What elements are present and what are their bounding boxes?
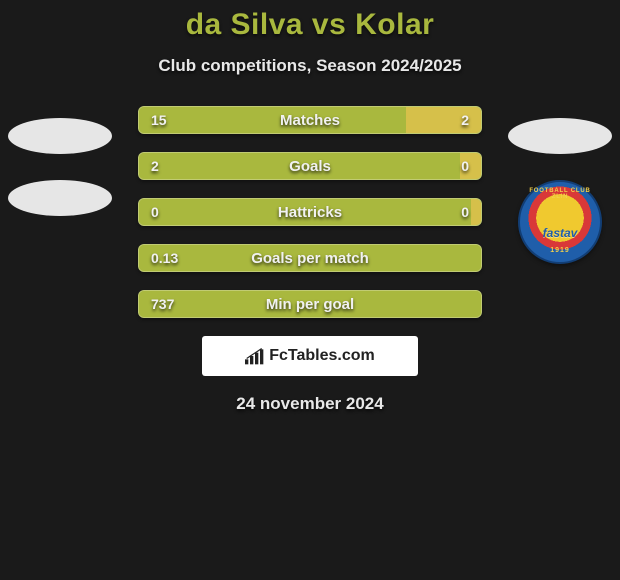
stat-bar-row: Hattricks00: [138, 198, 482, 226]
stat-bar-row: Matches152: [138, 106, 482, 134]
player-right-column: FOOTBALL CLUB ZLIN fastav 1919: [508, 118, 612, 264]
stat-bar-right-value: 2: [461, 107, 469, 133]
player-left-club-badge: [8, 180, 112, 216]
player-left-avatar: [8, 118, 112, 154]
stat-bar-right-value: 0: [461, 153, 469, 179]
zlin-script: fastav: [543, 226, 578, 240]
attribution-box: FcTables.com: [202, 336, 418, 376]
zlin-arc-text: FOOTBALL CLUB ZLIN: [520, 188, 600, 200]
snapshot-date: 24 november 2024: [0, 394, 620, 414]
page-subtitle: Club competitions, Season 2024/2025: [0, 56, 620, 76]
zlin-badge: FOOTBALL CLUB ZLIN fastav 1919: [518, 180, 602, 264]
stat-bar-row: Goals per match0.13: [138, 244, 482, 272]
stat-bar-left-value: 0.13: [151, 245, 178, 271]
stat-bar-row: Goals20: [138, 152, 482, 180]
stat-bar-left-value: 2: [151, 153, 159, 179]
stat-bar-left-value: 737: [151, 291, 174, 317]
comparison-card: da Silva vs Kolar Club competitions, Sea…: [0, 0, 620, 414]
stat-bar-row: Min per goal737: [138, 290, 482, 318]
stat-bar-left-fill: [139, 291, 481, 317]
stat-bar-left-value: 0: [151, 199, 159, 225]
stat-bar-right-fill: [471, 199, 481, 225]
stat-bar-right-fill: [406, 107, 481, 133]
stat-bar-right-value: 0: [461, 199, 469, 225]
zlin-year: 1919: [550, 247, 570, 254]
stat-bar-left-fill: [139, 199, 471, 225]
fctables-icon: [245, 347, 265, 365]
stat-bar-left-fill: [139, 153, 460, 179]
player-left-column: [8, 118, 112, 216]
stat-bars: Matches152Goals20Hattricks00Goals per ma…: [138, 106, 482, 318]
stat-bar-left-value: 15: [151, 107, 167, 133]
player-right-avatar: [508, 118, 612, 154]
stat-bar-left-fill: [139, 107, 406, 133]
page-title: da Silva vs Kolar: [0, 8, 620, 42]
attribution-text: FcTables.com: [269, 347, 375, 365]
player-right-club-badge: FOOTBALL CLUB ZLIN fastav 1919: [510, 180, 610, 264]
stat-bar-left-fill: [139, 245, 481, 271]
